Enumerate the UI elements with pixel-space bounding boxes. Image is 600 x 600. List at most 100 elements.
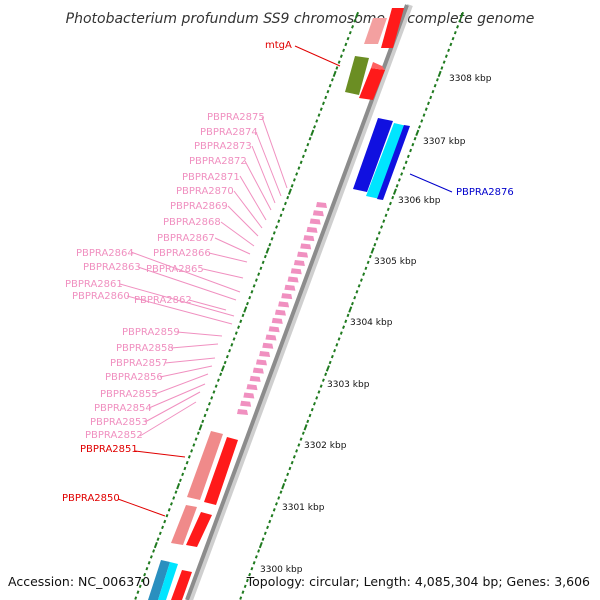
gene-label-PBPRA2850[interactable]: PBPRA2850 xyxy=(62,493,120,504)
gene-label-PBPRA2863[interactable]: PBPRA2863 xyxy=(83,262,141,273)
tick-mark xyxy=(368,254,372,259)
tick-mark xyxy=(152,549,156,553)
pink-gene-arrow[interactable] xyxy=(274,309,286,316)
gene-label-PBPRA2854[interactable]: PBPRA2854 xyxy=(94,403,152,414)
pink-gene-arrow[interactable] xyxy=(268,326,280,333)
gene-label-PBPRA2873[interactable]: PBPRA2873 xyxy=(194,141,252,152)
gene-label-PBPRA2864[interactable]: PBPRA2864 xyxy=(76,248,134,259)
tick-mark xyxy=(181,472,185,477)
tick-mark xyxy=(386,207,390,212)
gene-label-PBPRA2874[interactable]: PBPRA2874 xyxy=(200,127,258,138)
gene-block-top-red[interactable] xyxy=(364,8,404,48)
gene-label-PBPRA2861[interactable]: PBPRA2861 xyxy=(65,279,123,290)
pink-gene-arrow[interactable] xyxy=(297,251,309,258)
pink-gene-arrow[interactable] xyxy=(252,367,264,374)
gene-label-PBPRA2862[interactable]: PBPRA2862 xyxy=(134,295,192,306)
gene-label-PBPRA2855[interactable]: PBPRA2855 xyxy=(100,389,158,400)
pink-gene-arrow[interactable] xyxy=(240,400,252,407)
tick-mark xyxy=(337,60,341,64)
tick-mark xyxy=(254,278,258,282)
tick-mark xyxy=(353,19,357,23)
leader-line xyxy=(126,295,233,325)
tick-mark xyxy=(279,213,283,218)
tick-mark xyxy=(263,254,267,259)
tick-mark xyxy=(444,54,448,58)
leader-line xyxy=(170,343,219,349)
gene-label-PBPRA2857[interactable]: PBPRA2857 xyxy=(110,358,168,369)
gene-label-PBPRA2859[interactable]: PBPRA2859 xyxy=(122,327,180,338)
pink-gene-arrow[interactable] xyxy=(249,375,261,382)
pink-gene-arrow[interactable] xyxy=(262,342,274,349)
gene-label-PBPRA2869[interactable]: PBPRA2869 xyxy=(170,201,228,212)
tick-mark xyxy=(281,483,286,490)
tick-mark xyxy=(266,525,270,530)
tick-mark xyxy=(205,407,209,412)
pink-gene-arrow[interactable] xyxy=(278,301,290,308)
pink-gene-arrow[interactable] xyxy=(303,235,315,242)
tick-mark xyxy=(243,306,248,313)
tick-mark xyxy=(297,166,301,170)
gene-label-PBPRA2852[interactable]: PBPRA2852 xyxy=(85,430,143,441)
pink-gene-arrow[interactable] xyxy=(271,317,283,324)
pink-gene-arrow[interactable] xyxy=(255,359,267,366)
tick-mark xyxy=(277,219,281,223)
gene-PBPRA2850[interactable] xyxy=(171,505,212,547)
pink-gene-arrow[interactable] xyxy=(316,202,327,208)
tick-mark xyxy=(321,101,325,106)
gene-label-PBPRA2876[interactable]: PBPRA2876 xyxy=(456,187,514,198)
gene-label-PBPRA2868[interactable]: PBPRA2868 xyxy=(163,217,221,228)
tick-mark xyxy=(210,396,214,400)
gene-mtgA[interactable] xyxy=(345,56,385,100)
tick-mark xyxy=(203,413,207,418)
gene-label-PBPRA2851[interactable]: PBPRA2851 xyxy=(80,444,138,455)
gene-label-PBPRA2860[interactable]: PBPRA2860 xyxy=(72,291,130,302)
tick-mark xyxy=(422,113,426,117)
gene-label-PBPRA2853[interactable]: PBPRA2853 xyxy=(90,417,148,428)
pink-gene-arrow[interactable] xyxy=(309,218,321,225)
tick-mark xyxy=(241,590,245,594)
pink-gene-arrow[interactable] xyxy=(293,259,305,266)
pink-gene-arrow[interactable] xyxy=(243,392,255,399)
tick-mark xyxy=(325,365,330,372)
tick-mark xyxy=(397,178,401,182)
gene-label-PBPRA2865[interactable]: PBPRA2865 xyxy=(146,264,204,275)
tick-mark xyxy=(270,237,274,241)
tick-mark xyxy=(395,184,399,188)
gene-label-PBPRA2870[interactable]: PBPRA2870 xyxy=(176,186,234,197)
tick-mark xyxy=(313,125,317,129)
gene-label-PBPRA2871[interactable]: PBPRA2871 xyxy=(182,172,240,183)
tick-mark xyxy=(149,555,153,559)
gene-label-PBPRA2867[interactable]: PBPRA2867 xyxy=(157,233,215,244)
leader-line xyxy=(409,173,453,193)
leader-line xyxy=(233,190,263,229)
backbone-shadow xyxy=(187,3,413,600)
pink-gene-arrow[interactable] xyxy=(306,226,318,233)
leader-line xyxy=(239,175,267,221)
leader-line xyxy=(154,373,209,395)
tick-mark xyxy=(290,460,294,465)
pink-gene-arrow[interactable] xyxy=(312,210,324,217)
kbp-label-3302: 3302 kbp xyxy=(304,441,347,451)
pink-gene-arrow[interactable] xyxy=(265,334,277,341)
tick-mark xyxy=(290,184,294,188)
pink-gene-arrow[interactable] xyxy=(290,268,302,275)
pink-gene-arrow[interactable] xyxy=(284,284,296,291)
pink-gene-arrow[interactable] xyxy=(246,384,258,391)
gene-PBPRA2851[interactable] xyxy=(187,431,238,505)
gene-label-PBPRA2858[interactable]: PBPRA2858 xyxy=(116,343,174,354)
pink-gene-arrow[interactable] xyxy=(281,293,293,300)
tick-mark xyxy=(344,42,348,47)
gene-label-PBPRA2866[interactable]: PBPRA2866 xyxy=(153,248,211,259)
gene-block-bottom[interactable] xyxy=(148,560,192,600)
gene-label-PBPRA2856[interactable]: PBPRA2856 xyxy=(105,372,163,383)
pink-gene-arrow[interactable] xyxy=(259,351,271,358)
pink-gene-arrow[interactable] xyxy=(287,276,299,283)
pink-gene-arrow[interactable] xyxy=(300,243,312,250)
pink-gene-arrow[interactable] xyxy=(237,409,248,415)
gene-label-PBPRA2872[interactable]: PBPRA2872 xyxy=(189,156,247,167)
tick-mark xyxy=(388,201,392,206)
gene-PBPRA2876[interactable] xyxy=(353,118,410,200)
gene-label-PBPRA2875[interactable]: PBPRA2875 xyxy=(207,112,265,123)
gene-label-mtgA[interactable]: mtgA xyxy=(265,40,292,51)
